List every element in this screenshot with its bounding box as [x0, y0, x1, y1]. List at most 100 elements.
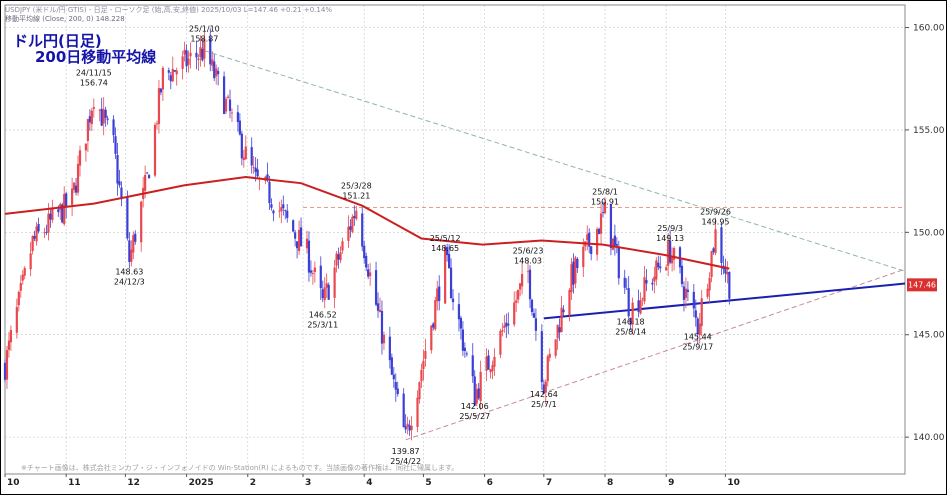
candle-body	[47, 213, 50, 233]
candle-body	[657, 262, 660, 268]
candle-body	[548, 353, 551, 358]
annotation-label: 25/1/10	[189, 25, 220, 34]
annotation-label: 150.91	[591, 198, 619, 207]
candle-body	[696, 318, 699, 335]
candle-body	[35, 226, 38, 242]
candle-body	[147, 175, 151, 179]
title-line-2: 200日移動平均線	[35, 48, 156, 66]
annotation-label: 24/12/3	[114, 277, 145, 286]
candle-body	[17, 291, 20, 306]
candle-body	[7, 340, 11, 350]
candle-body	[307, 240, 311, 273]
annotation-label: 148.63	[115, 267, 143, 276]
candle-body	[76, 163, 80, 193]
candle-body	[203, 38, 206, 59]
candle-body	[144, 174, 147, 191]
candle-body	[465, 353, 468, 355]
x-tick-label: 10	[727, 478, 740, 488]
annotation-label: 148.65	[431, 244, 459, 253]
annotation-label: 25/4/22	[390, 457, 421, 466]
annotation-label: 149.13	[656, 234, 684, 243]
candle-body	[355, 210, 358, 219]
annotation-label: 149.95	[702, 217, 730, 226]
candle-body	[582, 246, 585, 268]
candle-body	[382, 334, 386, 344]
candle-body	[116, 154, 119, 184]
candle-body	[434, 300, 437, 330]
candle-body	[562, 309, 565, 313]
candle-body	[546, 356, 549, 382]
ma-200-line	[4, 176, 730, 270]
candle-body	[418, 382, 421, 400]
candle-body	[556, 324, 559, 339]
candle-body	[195, 52, 198, 58]
candle-body	[438, 286, 441, 301]
annotation-label: 148.03	[514, 257, 542, 266]
candle-body	[252, 167, 255, 169]
candle-body	[363, 245, 366, 259]
candle-body	[286, 210, 289, 218]
candle-body	[534, 318, 538, 331]
last-price-tag	[907, 278, 937, 292]
candle-body	[374, 270, 378, 305]
candle-body	[544, 381, 547, 393]
candle-body	[586, 234, 589, 241]
candle-body	[134, 233, 137, 242]
candle-body	[369, 272, 372, 277]
candle-body	[473, 376, 476, 406]
candle-body	[609, 204, 613, 249]
candle-body	[463, 347, 466, 351]
annotation-label: 25/3/11	[307, 321, 338, 330]
candle-body	[199, 47, 202, 58]
candle-body	[682, 286, 686, 300]
candle-body	[226, 96, 230, 98]
annotation-label: 25/8/14	[615, 328, 646, 337]
candle-body	[574, 257, 577, 284]
candle-body	[353, 215, 356, 218]
candle-body	[489, 369, 492, 373]
candle-body	[712, 248, 715, 252]
candle-body	[98, 109, 101, 111]
annotation-label: 139.87	[392, 447, 420, 456]
candle-body	[33, 235, 36, 239]
candle-body	[625, 288, 628, 290]
annotation-label: 25/9/17	[682, 343, 713, 352]
y-tick-label: 150.00	[913, 228, 945, 238]
candle-body	[224, 99, 228, 112]
candle-body	[84, 143, 88, 151]
candle-body	[669, 240, 672, 263]
candle-body	[43, 232, 46, 234]
candle-body	[270, 204, 273, 208]
candle-body	[708, 277, 711, 291]
candle-body	[726, 272, 729, 275]
candle-body	[167, 70, 170, 73]
candle-body	[335, 253, 338, 266]
x-tick-label: 4	[366, 478, 372, 488]
x-tick-label: 3	[305, 478, 311, 488]
candle-body	[461, 329, 464, 351]
candle-body	[390, 357, 393, 375]
candle-body	[65, 193, 68, 208]
candle-body	[617, 246, 620, 279]
candle-body	[515, 300, 518, 303]
candle-body	[720, 227, 723, 263]
candle-body	[505, 322, 508, 327]
y-axis-ticks: 140.00 145.00 150.00 155.00 160.00	[905, 24, 945, 443]
candle-body	[130, 249, 133, 262]
candle-body	[451, 298, 455, 303]
candle-body	[313, 267, 316, 272]
annotation-label: 25/9/3	[657, 224, 683, 233]
candle-body	[517, 289, 520, 300]
candle-body	[242, 157, 245, 161]
candle-body	[615, 244, 618, 246]
candle-body	[201, 48, 204, 61]
candle-body	[436, 288, 439, 302]
candle-body	[78, 150, 82, 166]
candle-body	[651, 282, 654, 285]
candle-body	[161, 67, 164, 90]
candle-body	[187, 58, 190, 65]
x-tick-label: 5	[425, 478, 431, 488]
candle-body	[554, 339, 557, 356]
